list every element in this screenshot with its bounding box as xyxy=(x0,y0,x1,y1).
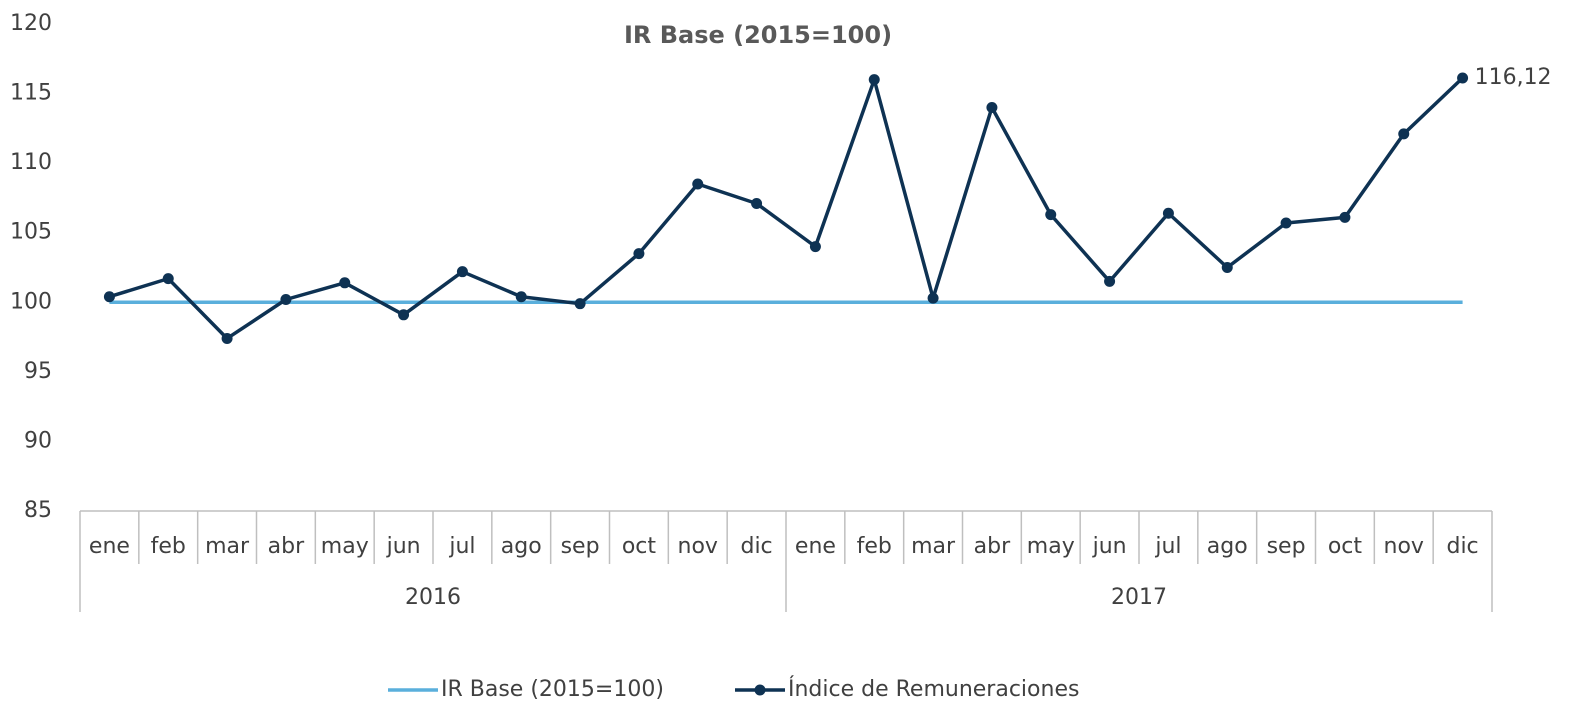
legend-marker xyxy=(754,684,766,696)
marker xyxy=(398,309,410,321)
marker xyxy=(162,273,174,285)
marker xyxy=(1339,211,1351,223)
marker xyxy=(456,266,468,278)
marker xyxy=(221,332,233,344)
x-tick-label: nov xyxy=(678,534,718,559)
x-tick-label: jul xyxy=(1154,534,1181,559)
marker xyxy=(1398,128,1410,140)
marker xyxy=(927,292,939,304)
x-tick-label: mar xyxy=(911,534,956,559)
x-tick-label: oct xyxy=(622,534,657,559)
x-tick-label: ene xyxy=(89,534,130,559)
y-tick-label: 105 xyxy=(10,220,52,245)
x-tick-label: feb xyxy=(151,534,186,559)
marker xyxy=(1162,207,1174,219)
marker xyxy=(103,291,115,303)
x-tick-label: oct xyxy=(1328,534,1363,559)
marker xyxy=(515,291,527,303)
marker xyxy=(1221,262,1233,273)
group-label: 2016 xyxy=(405,585,461,610)
marker xyxy=(692,178,704,190)
marker xyxy=(868,74,880,86)
x-tick-label: jun xyxy=(386,534,421,559)
x-tick-label: ene xyxy=(795,534,836,559)
chart-title: IR Base (2015=100) xyxy=(624,21,892,49)
x-tick-label: mar xyxy=(205,534,250,559)
x-tick-label: ago xyxy=(1207,534,1248,559)
marker xyxy=(1104,275,1116,287)
x-tick-label: jun xyxy=(1092,534,1127,559)
data-label: 116,12 xyxy=(1475,65,1552,90)
marker xyxy=(1457,72,1469,84)
y-tick-label: 90 xyxy=(24,428,52,453)
legend-label: IR Base (2015=100) xyxy=(441,677,664,702)
x-tick-label: feb xyxy=(857,534,892,559)
y-tick-label: 120 xyxy=(10,11,52,36)
y-tick-label: 85 xyxy=(24,498,52,523)
x-tick-label: may xyxy=(1027,534,1075,559)
y-tick-label: 110 xyxy=(10,150,52,175)
x-tick-label: nov xyxy=(1384,534,1424,559)
y-tick-label: 115 xyxy=(10,81,52,106)
marker xyxy=(574,298,586,310)
x-tick-label: dic xyxy=(740,534,772,559)
marker xyxy=(633,248,645,260)
x-tick-label: sep xyxy=(1267,534,1306,559)
x-tick-label: abr xyxy=(974,534,1011,559)
legend-label: Índice de Remuneraciones xyxy=(788,676,1079,702)
x-tick-label: dic xyxy=(1446,534,1478,559)
y-tick-label: 100 xyxy=(10,289,52,314)
marker xyxy=(751,197,763,209)
marker xyxy=(1045,209,1057,221)
group-label: 2017 xyxy=(1111,585,1167,610)
marker xyxy=(280,294,292,306)
x-tick-label: abr xyxy=(268,534,305,559)
series-line xyxy=(108,76,1464,341)
x-tick-label: ago xyxy=(501,534,542,559)
y-tick-label: 95 xyxy=(24,359,52,384)
x-tick-label: sep xyxy=(561,534,600,559)
marker xyxy=(1280,217,1292,229)
x-tick-label: may xyxy=(321,534,369,559)
marker xyxy=(986,101,998,113)
marker xyxy=(339,277,351,289)
x-tick-label: jul xyxy=(448,534,475,559)
marker xyxy=(809,241,821,253)
